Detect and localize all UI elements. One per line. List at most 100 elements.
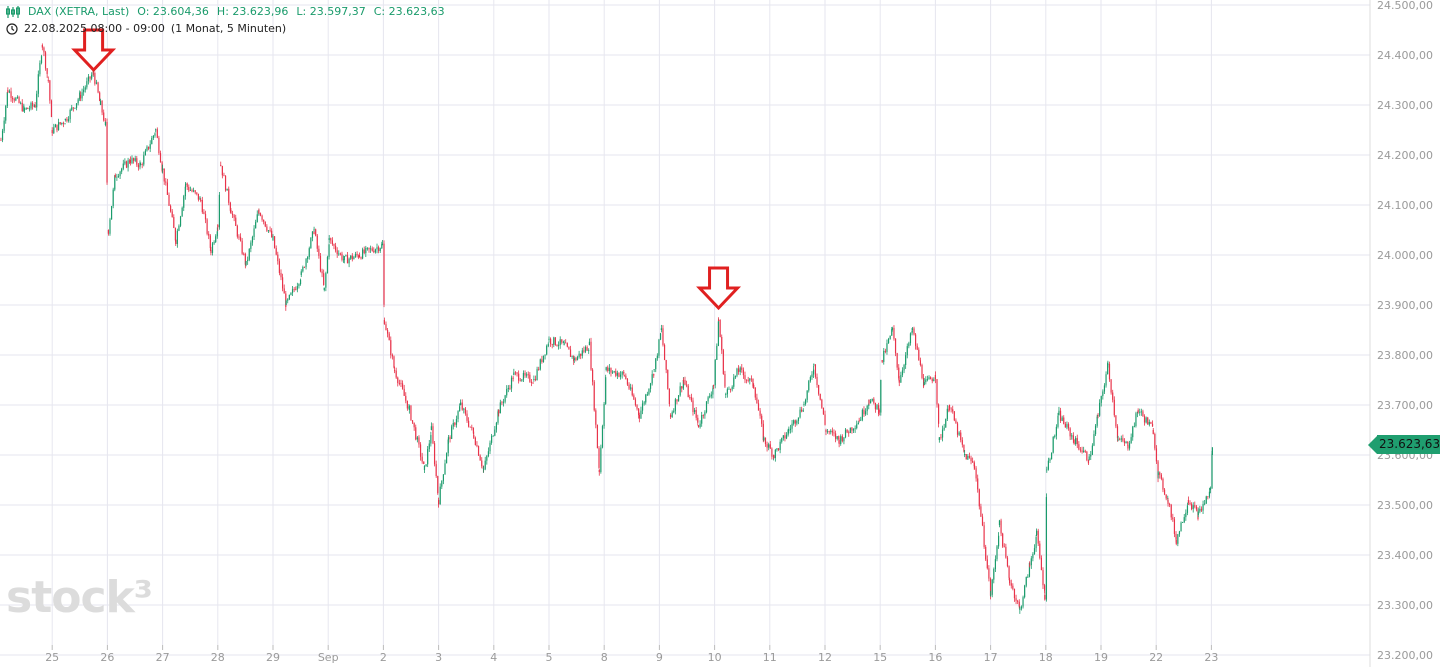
candle-body bbox=[152, 135, 154, 139]
candle-body bbox=[479, 455, 481, 461]
candle-body bbox=[391, 354, 393, 357]
candle-body bbox=[1061, 417, 1063, 421]
candle-body bbox=[421, 456, 423, 462]
candle-body bbox=[689, 397, 691, 398]
candle-body bbox=[1027, 576, 1029, 578]
instrument-name[interactable]: DAX (XETRA, Last) bbox=[28, 5, 130, 18]
candle-body bbox=[486, 455, 488, 461]
candle-body bbox=[843, 437, 845, 442]
candle-body bbox=[383, 243, 385, 305]
candle-body bbox=[40, 56, 43, 63]
candlestick-chart-icon bbox=[6, 5, 20, 18]
candle-body bbox=[1107, 363, 1109, 365]
candle-body bbox=[713, 385, 715, 386]
candle-body bbox=[930, 377, 932, 380]
candle-body bbox=[1050, 452, 1053, 460]
candle-body bbox=[99, 100, 102, 105]
candle-body bbox=[171, 211, 173, 218]
candle-body bbox=[106, 122, 108, 183]
candle-body bbox=[1010, 583, 1012, 586]
candle-body bbox=[491, 435, 493, 443]
candle-body bbox=[1185, 512, 1187, 518]
candle-body bbox=[264, 221, 266, 227]
candle-body bbox=[208, 233, 210, 236]
candle-body bbox=[926, 379, 929, 380]
range-text[interactable]: (1 Monat, 5 Minuten) bbox=[170, 22, 287, 35]
candle-body bbox=[174, 228, 176, 241]
candle-body bbox=[117, 176, 120, 177]
candle-body bbox=[146, 146, 148, 151]
candle-body bbox=[280, 272, 282, 278]
candle-body bbox=[410, 405, 412, 421]
candle-body bbox=[441, 480, 443, 487]
candle-body bbox=[1140, 411, 1142, 413]
candle-body bbox=[728, 388, 730, 390]
candle-body bbox=[278, 261, 280, 273]
candle-body bbox=[838, 436, 840, 440]
candle-body bbox=[819, 393, 821, 400]
candle-body bbox=[769, 444, 771, 449]
candle-body bbox=[756, 397, 758, 404]
candle-body bbox=[154, 133, 156, 136]
candle-body bbox=[864, 411, 867, 415]
candle-body bbox=[766, 444, 768, 448]
candle-body bbox=[223, 175, 225, 177]
candle-body bbox=[958, 432, 960, 435]
candle-body bbox=[331, 240, 333, 245]
candle-body bbox=[28, 108, 30, 110]
candle-body bbox=[15, 98, 17, 101]
candle-body bbox=[1090, 454, 1092, 457]
candle-body bbox=[826, 431, 829, 433]
candle-body bbox=[586, 347, 588, 351]
candle-body bbox=[1132, 426, 1134, 438]
candle-body bbox=[1191, 504, 1193, 510]
candle-body bbox=[1091, 445, 1093, 455]
candle-body bbox=[707, 397, 709, 402]
candle-body bbox=[584, 347, 587, 352]
candle-body bbox=[459, 406, 461, 412]
candle-body bbox=[165, 181, 167, 183]
candle-body bbox=[444, 463, 446, 475]
candle-body bbox=[89, 76, 91, 79]
candle-body bbox=[1133, 425, 1135, 427]
candle-body bbox=[75, 103, 78, 108]
candle-body bbox=[215, 236, 217, 243]
candle-body bbox=[266, 226, 268, 231]
candle-body bbox=[313, 231, 315, 234]
candle-body bbox=[1087, 460, 1090, 464]
candle-body bbox=[432, 426, 434, 444]
candle-body bbox=[433, 443, 436, 465]
candle-body bbox=[438, 500, 440, 505]
candle-body bbox=[213, 242, 215, 244]
x-tick-label: 10 bbox=[708, 651, 722, 664]
candle-body bbox=[943, 427, 945, 430]
candle-body bbox=[339, 253, 341, 255]
candle-body bbox=[471, 427, 473, 428]
candle-body bbox=[918, 349, 920, 361]
candle-body bbox=[818, 384, 820, 394]
candle-body bbox=[945, 418, 947, 428]
candle-body bbox=[1093, 434, 1095, 446]
candle-body bbox=[1071, 435, 1073, 437]
candle-body bbox=[250, 242, 252, 249]
candle-body bbox=[983, 525, 985, 547]
candle-body bbox=[41, 45, 43, 48]
candle-body bbox=[1054, 435, 1056, 438]
candle-body bbox=[1207, 496, 1209, 498]
candle-body bbox=[381, 243, 383, 249]
candle-body bbox=[896, 353, 898, 368]
candle-body bbox=[1005, 546, 1007, 558]
candle-body bbox=[838, 440, 840, 444]
candle-body bbox=[923, 377, 925, 387]
candle-body bbox=[1192, 505, 1194, 510]
candle-body bbox=[978, 489, 980, 507]
candle-body bbox=[933, 379, 935, 382]
candle-body bbox=[481, 460, 483, 467]
candle-body bbox=[1052, 437, 1054, 453]
candle-body bbox=[1063, 417, 1065, 424]
candle-body bbox=[909, 333, 912, 344]
candle-body bbox=[310, 237, 312, 249]
candle-body bbox=[144, 150, 146, 156]
down-arrow-annotation bbox=[696, 266, 742, 311]
